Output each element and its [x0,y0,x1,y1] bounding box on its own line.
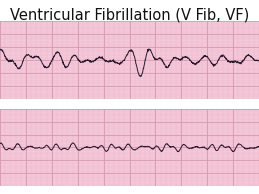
Text: Ventricular Fibrillation (V Fib, VF): Ventricular Fibrillation (V Fib, VF) [10,8,249,23]
